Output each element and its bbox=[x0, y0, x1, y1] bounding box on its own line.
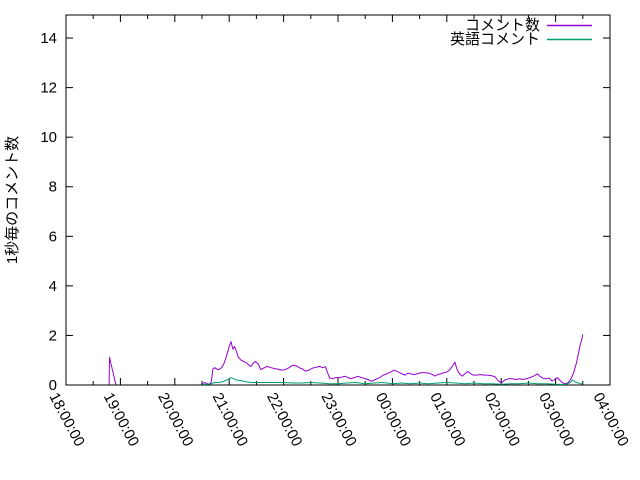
legend-label: コメント数 bbox=[465, 17, 540, 34]
x-tick-label: 21:00:00 bbox=[209, 390, 251, 450]
x-tick-label: 22:00:00 bbox=[263, 390, 305, 450]
x-tick-label: 19:00:00 bbox=[100, 390, 142, 450]
y-tick-label: 2 bbox=[49, 327, 57, 344]
x-tick-label: 03:00:00 bbox=[535, 390, 577, 450]
y-tick-label: 0 bbox=[49, 377, 57, 394]
plot-border bbox=[65, 14, 611, 386]
x-tick-label: 02:00:00 bbox=[481, 390, 523, 450]
x-tick-label: 00:00:00 bbox=[372, 390, 414, 450]
series-line-english-comments bbox=[202, 377, 583, 385]
x-tick-label: 04:00:00 bbox=[589, 390, 631, 450]
y-tick-label: 14 bbox=[40, 30, 57, 47]
y-tick-label: 8 bbox=[49, 179, 57, 196]
y-tick-label: 10 bbox=[40, 129, 57, 146]
y-tick-label: 12 bbox=[40, 80, 57, 97]
y-axis-title: 1秒毎のコメント数 bbox=[4, 136, 21, 264]
x-tick-label: 01:00:00 bbox=[426, 390, 468, 450]
y-tick-label: 6 bbox=[49, 228, 57, 245]
x-tick-label: 18:00:00 bbox=[45, 390, 87, 450]
series-line-comments bbox=[108, 356, 117, 385]
x-tick-label: 23:00:00 bbox=[317, 390, 359, 450]
y-tick-label: 4 bbox=[49, 278, 57, 295]
series-line-comments bbox=[201, 334, 584, 385]
x-tick-label: 20:00:00 bbox=[154, 390, 196, 450]
legend-label: 英語コメント bbox=[450, 30, 540, 48]
